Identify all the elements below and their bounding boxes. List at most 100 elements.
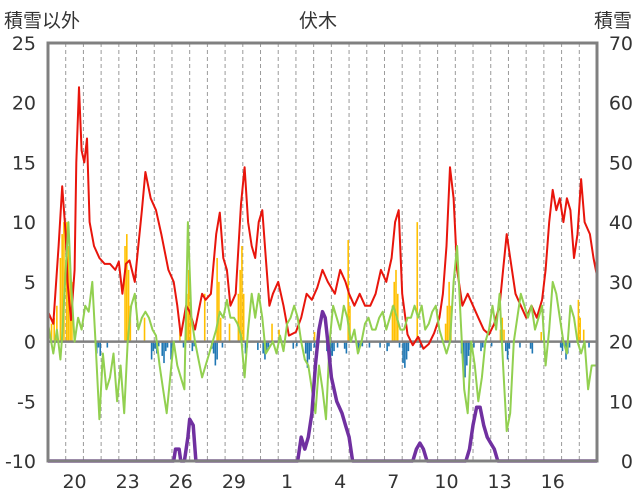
orange-bar: [579, 317, 581, 342]
orange-bar: [237, 293, 240, 342]
blue-bar: [152, 341, 155, 352]
left-tick-label: -5: [17, 391, 36, 413]
orange-bar: [53, 317, 55, 342]
blue-bar: [265, 341, 268, 352]
blue-bar: [244, 341, 247, 354]
blue-bar: [257, 341, 259, 350]
blue-bar: [212, 341, 215, 354]
right-tick-label: 30: [609, 272, 633, 294]
orange-bar: [313, 332, 316, 342]
orange-bar: [219, 317, 222, 342]
blue-bar: [163, 341, 165, 364]
blue-bar: [310, 341, 312, 352]
x-tick-label: 10: [434, 471, 458, 493]
blue-bar: [164, 341, 167, 352]
x-tick-label: 4: [334, 471, 346, 493]
left-tick-label: 10: [12, 212, 36, 234]
x-tick-label: 23: [116, 471, 140, 493]
orange-bar: [446, 305, 449, 342]
orange-bar: [239, 269, 241, 342]
blue-bar: [361, 341, 364, 347]
plot-frame: [46, 41, 599, 463]
x-tick-label: 1: [281, 471, 293, 493]
orange-bar: [216, 257, 218, 342]
orange-bar: [61, 234, 63, 342]
blue-bar: [473, 341, 475, 348]
x-tick-label: 16: [541, 471, 565, 493]
left-tick-label: 15: [12, 152, 36, 174]
orange-bar: [56, 305, 58, 342]
blue-bar: [292, 341, 295, 349]
orange-bar: [63, 222, 65, 342]
blue-bar: [221, 341, 224, 348]
orange-bar: [577, 299, 580, 342]
blue-bar: [267, 341, 270, 348]
red-series-line: [47, 86, 598, 350]
right-tick-label: 40: [609, 212, 633, 234]
orange-bar: [242, 293, 245, 342]
blue-bar: [304, 341, 307, 354]
blue-bar: [193, 341, 195, 347]
orange-bar: [416, 222, 419, 342]
orange-bar: [271, 323, 273, 342]
blue-bar: [506, 341, 509, 360]
left-tick-label: 20: [12, 93, 36, 115]
orange-bar: [187, 269, 190, 342]
left-tick-label: -10: [5, 451, 36, 473]
blue-bar: [568, 341, 571, 348]
blue-bar: [191, 341, 194, 352]
blue-bar: [466, 341, 468, 366]
right-axis-title: 積雪: [594, 10, 632, 32]
green-series-line: [47, 221, 597, 433]
blue-bar: [97, 341, 100, 348]
left-tick-label: 25: [12, 33, 36, 55]
blue-bar: [331, 341, 334, 356]
orange-bar: [444, 323, 447, 342]
blue-bar: [333, 341, 335, 352]
x-tick-label: 7: [387, 471, 399, 493]
blue-bar: [402, 341, 404, 364]
blue-bar: [404, 341, 406, 368]
blue-bar: [407, 341, 410, 352]
blue-bar: [106, 341, 109, 348]
x-tick-label: 20: [62, 471, 86, 493]
blue-bar: [490, 341, 493, 347]
orange-bar: [241, 246, 243, 342]
blue-bar: [161, 341, 164, 356]
blue-bar: [529, 341, 532, 349]
blue-bar: [481, 341, 484, 348]
blue-bar: [313, 341, 316, 348]
blue-bar: [508, 341, 511, 349]
orange-bar: [126, 234, 128, 342]
orange-bar: [203, 293, 206, 342]
orange-bar: [124, 246, 126, 342]
orange-bar: [59, 257, 62, 342]
orange-bar: [50, 323, 53, 342]
orange-bar: [540, 332, 543, 342]
orange-bar: [395, 269, 397, 342]
right-tick-label: 60: [609, 93, 633, 115]
blue-bar: [358, 341, 360, 353]
blue-bar: [504, 341, 507, 352]
orange-bar: [582, 329, 585, 342]
blue-bar: [99, 341, 102, 356]
blue-bar: [345, 341, 348, 354]
blue-bar: [308, 341, 311, 360]
blue-bar: [166, 341, 169, 348]
orange-bar: [349, 305, 351, 342]
x-tick-label: 29: [222, 471, 246, 493]
orange-bar: [448, 281, 450, 342]
orange-bar: [499, 329, 502, 342]
blue-bar: [214, 341, 217, 366]
right-tick-label: 50: [609, 152, 633, 174]
orange-bar: [228, 323, 231, 342]
blue-bar: [405, 341, 408, 360]
blue-bar: [336, 341, 339, 348]
right-tick-label: 0: [621, 451, 633, 473]
blue-bar: [368, 341, 371, 348]
blue-bar: [398, 341, 401, 348]
right-tick-label: 20: [609, 332, 633, 354]
chart-title: 伏木: [299, 10, 337, 32]
